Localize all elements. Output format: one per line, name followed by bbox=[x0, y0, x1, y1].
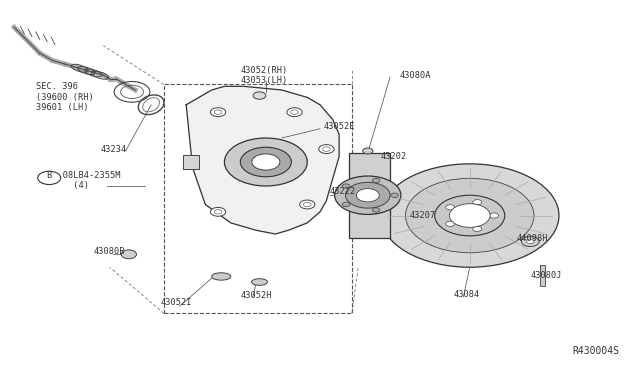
Circle shape bbox=[363, 148, 373, 154]
Circle shape bbox=[252, 154, 280, 170]
Circle shape bbox=[342, 202, 350, 206]
Circle shape bbox=[335, 176, 401, 214]
Bar bbox=[349, 153, 390, 238]
Circle shape bbox=[372, 178, 380, 183]
Circle shape bbox=[435, 195, 505, 236]
Circle shape bbox=[287, 108, 302, 116]
Circle shape bbox=[211, 208, 226, 216]
Ellipse shape bbox=[212, 273, 231, 280]
Text: 43080B: 43080B bbox=[94, 247, 125, 256]
Bar bbox=[164, 84, 352, 313]
Text: 43052H: 43052H bbox=[241, 291, 272, 300]
Text: 43202: 43202 bbox=[381, 152, 407, 161]
Circle shape bbox=[211, 108, 226, 116]
Circle shape bbox=[342, 184, 350, 188]
Circle shape bbox=[449, 204, 490, 227]
Circle shape bbox=[225, 138, 307, 186]
Text: 43052E: 43052E bbox=[323, 122, 355, 131]
Polygon shape bbox=[186, 86, 339, 234]
Circle shape bbox=[121, 250, 136, 259]
Text: R430004S: R430004S bbox=[573, 346, 620, 356]
Circle shape bbox=[300, 200, 315, 209]
Text: SEC. 396
(39600 (RH)
39601 (LH): SEC. 396 (39600 (RH) 39601 (LH) bbox=[36, 83, 94, 112]
Circle shape bbox=[522, 236, 540, 247]
Text: 43234: 43234 bbox=[100, 145, 127, 154]
Text: 44098H: 44098H bbox=[516, 234, 548, 243]
Circle shape bbox=[241, 147, 291, 177]
Text: B  08LB4-2355M
     (4): B 08LB4-2355M (4) bbox=[47, 171, 121, 190]
Circle shape bbox=[473, 226, 482, 231]
Text: 43052I: 43052I bbox=[161, 298, 192, 307]
Circle shape bbox=[473, 200, 482, 205]
Circle shape bbox=[253, 92, 266, 99]
Circle shape bbox=[490, 213, 499, 218]
Text: 43080A: 43080A bbox=[399, 71, 431, 80]
Circle shape bbox=[527, 239, 534, 244]
Circle shape bbox=[406, 178, 534, 253]
Circle shape bbox=[319, 145, 334, 154]
Circle shape bbox=[346, 182, 390, 208]
Circle shape bbox=[372, 208, 380, 212]
Ellipse shape bbox=[252, 279, 268, 285]
Circle shape bbox=[445, 205, 454, 210]
Bar bbox=[183, 155, 199, 169]
Bar bbox=[540, 265, 545, 286]
Text: 43084: 43084 bbox=[454, 291, 480, 299]
Circle shape bbox=[356, 189, 380, 202]
Text: 43222: 43222 bbox=[330, 187, 356, 196]
Text: 43052(RH)
43053(LH): 43052(RH) 43053(LH) bbox=[241, 65, 287, 85]
Circle shape bbox=[381, 164, 559, 267]
Text: 43080J: 43080J bbox=[531, 271, 562, 280]
Text: 43207: 43207 bbox=[409, 211, 435, 220]
Circle shape bbox=[445, 221, 454, 227]
Circle shape bbox=[391, 193, 398, 198]
